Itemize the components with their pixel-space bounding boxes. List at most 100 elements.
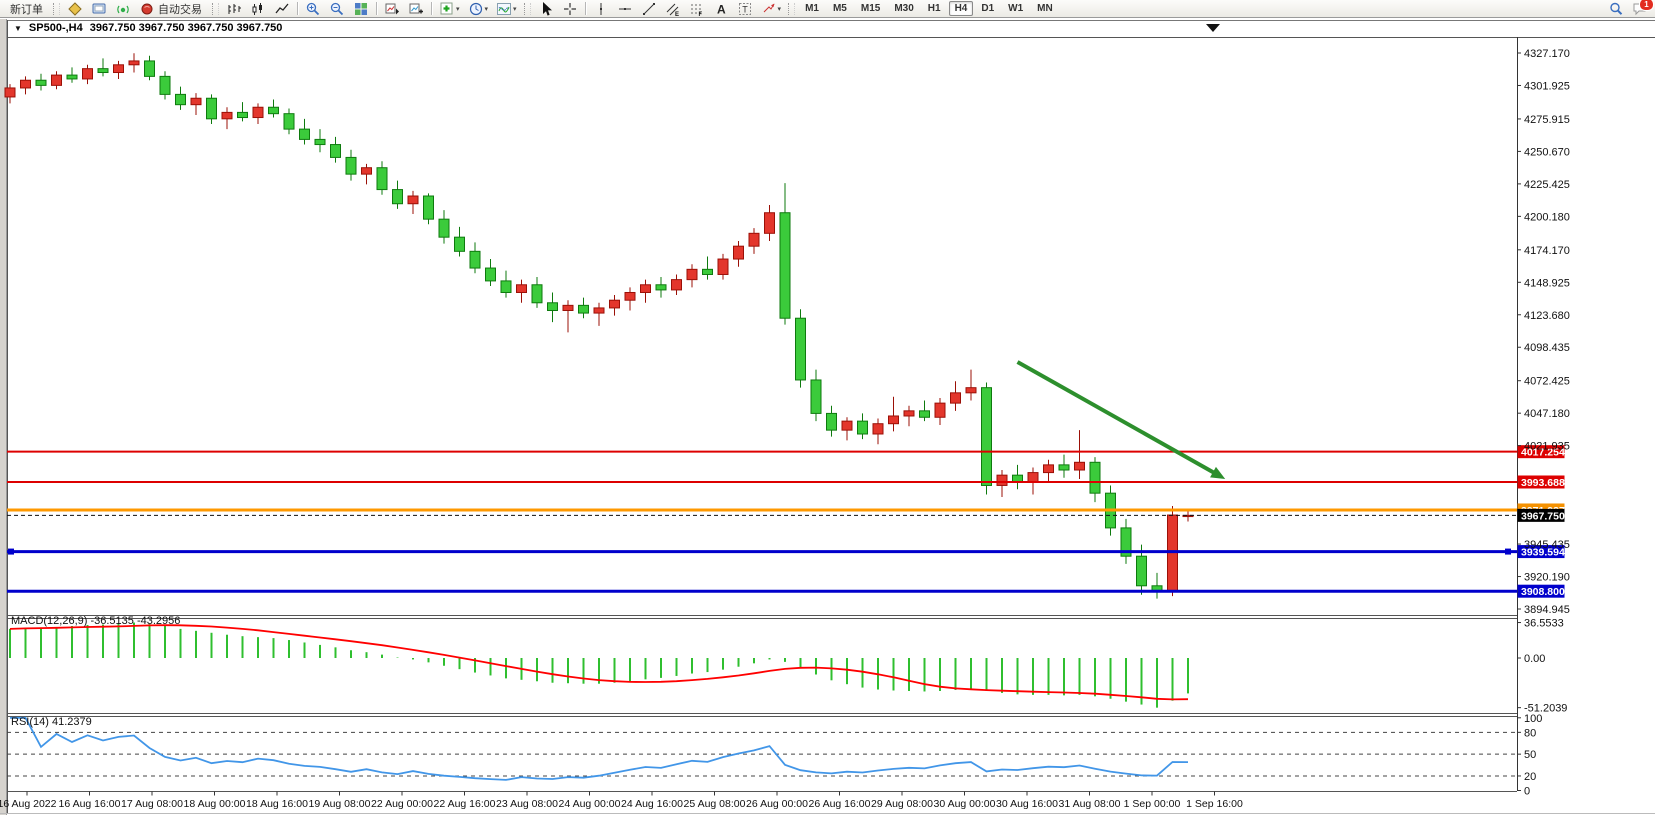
candle-body <box>779 212 791 319</box>
vertical-line-tool[interactable] <box>590 0 612 18</box>
line-chart-mode-icon[interactable] <box>271 0 293 18</box>
candle-body <box>4 87 16 98</box>
shapes-tool[interactable]: ▾ <box>758 0 785 18</box>
market-watch-icon[interactable] <box>64 0 86 18</box>
text-label-tool[interactable]: T <box>734 0 756 18</box>
horizontal-line-tool[interactable] <box>614 0 636 18</box>
cursor-tool[interactable] <box>535 0 557 18</box>
timeframe-button-m1[interactable]: M1 <box>805 3 819 14</box>
candle-body <box>66 74 78 80</box>
candle-body <box>1136 555 1147 587</box>
trend-arrow-head[interactable] <box>1210 466 1226 480</box>
time-tick-label: 17 Aug 08:00 <box>121 798 183 810</box>
price-tick-label: 4148.925 <box>1524 277 1570 289</box>
price-tick-label: 4174.170 <box>1524 245 1570 257</box>
crosshair-tool[interactable] <box>559 0 581 18</box>
trend-arrow[interactable] <box>1016 360 1218 476</box>
timeframe-button-h1[interactable]: H1 <box>927 3 941 14</box>
svg-text:T: T <box>742 4 748 14</box>
new-order-button[interactable]: 新订单 <box>4 0 49 18</box>
timeframe-button-m5[interactable]: M5 <box>832 3 847 14</box>
candle-body <box>82 68 93 80</box>
timeframe-button-d1[interactable]: D1 <box>981 3 995 14</box>
timeframe-button-w1[interactable]: W1 <box>1008 3 1024 14</box>
price-tick-label: 4200.180 <box>1524 211 1570 223</box>
new-chart-button[interactable]: ▾ <box>436 0 463 18</box>
timeframe-button-m30[interactable]: M30 <box>894 3 914 14</box>
candle-body <box>314 138 326 146</box>
chart-symbol-period: SP500-,H4 <box>28 22 83 34</box>
candle-body <box>113 64 124 74</box>
candle-body <box>1089 461 1101 494</box>
price-axis: 4327.170 4301.925 4275.915 4250.670 4225.425… <box>1517 48 1570 616</box>
candle-body <box>252 106 264 119</box>
candle-body <box>159 75 171 95</box>
indicators-button[interactable]: ▾ <box>493 0 520 18</box>
candle-body <box>361 167 372 175</box>
line-handle[interactable] <box>1505 548 1511 555</box>
dropdown-caret-icon: ▾ <box>513 5 517 13</box>
zoom-in-icon[interactable] <box>302 0 324 18</box>
profile-charts-icon[interactable] <box>405 0 427 18</box>
profile-icon[interactable] <box>381 0 403 18</box>
signals-icon[interactable] <box>112 0 134 18</box>
channel-tool[interactable]: E <box>662 0 684 18</box>
toolbar-separator <box>584 2 586 15</box>
time-tick-label: 19 Aug 08:00 <box>309 798 371 810</box>
rsi-tick-label: 80 <box>1524 727 1536 739</box>
candle-body <box>950 392 961 404</box>
rsi-tick-label: 100 <box>1524 713 1542 725</box>
new-order-button-label: 新订单 <box>10 3 43 16</box>
timeframe-button-h4[interactable]: H4 <box>948 1 974 16</box>
zoom-out-icon[interactable] <box>326 0 348 18</box>
price-tick-label: 3920.190 <box>1524 572 1570 584</box>
candle-body <box>283 113 295 130</box>
candle-body <box>810 379 822 414</box>
rsi-line <box>10 716 1189 781</box>
candle-body <box>531 284 543 304</box>
candle-body <box>128 60 140 66</box>
candle-body <box>500 280 512 293</box>
window-left-edge <box>0 19 7 815</box>
candle-body <box>795 317 806 381</box>
autoscroll-marker-icon[interactable] <box>1206 24 1220 32</box>
text-tool[interactable]: A <box>710 0 732 18</box>
candle-body <box>717 258 729 275</box>
candle-body <box>190 97 202 106</box>
time-tick-label: 23 Aug 08:00 <box>496 798 558 810</box>
candle-body <box>268 106 279 115</box>
chat-icon[interactable]: 1 <box>1629 0 1654 18</box>
toolbar-grip <box>53 2 60 15</box>
trendline-tool[interactable] <box>638 0 660 18</box>
candle-body <box>826 412 837 431</box>
candle-body <box>1120 527 1132 557</box>
auto-trading-button[interactable]: 自动交易 <box>136 0 208 18</box>
price-tick-label: 4327.170 <box>1524 48 1570 60</box>
price-line-label <box>1517 584 1565 598</box>
dropdown-caret-icon: ▾ <box>777 5 782 13</box>
chart-collapse-icon[interactable]: ▼ <box>14 23 22 33</box>
candle-body <box>35 79 47 86</box>
candlestick-mode-icon[interactable] <box>247 0 269 18</box>
candle-body <box>376 167 388 191</box>
candle-body <box>965 387 977 394</box>
bar-chart-mode-icon[interactable] <box>223 0 245 18</box>
terminal-icon[interactable] <box>88 0 110 18</box>
tile-windows-icon[interactable] <box>350 0 372 18</box>
candle-body <box>221 111 233 120</box>
toolbar: 新订单 自动交易 ▾ ▾ ▾ E F A T ▾ M1 M5 M15 M30 H1 H4 D1 W1 MN 1 <box>0 0 1655 18</box>
price-tick-label: 3945.435 <box>1524 539 1570 551</box>
line-handle[interactable] <box>8 548 14 555</box>
candle-body <box>609 299 620 309</box>
auto-trading-button-label: 自动交易 <box>158 3 202 16</box>
timeframe-button-mn[interactable]: MN <box>1037 3 1053 14</box>
fibonacci-tool[interactable]: F <box>686 0 708 18</box>
periods-button[interactable]: ▾ <box>465 0 492 18</box>
timeframe-button-m15[interactable]: M15 <box>860 3 881 14</box>
price-tick-label: 4123.680 <box>1524 310 1570 322</box>
time-tick-label: 24 Aug 00:00 <box>559 798 621 810</box>
price-tick-label: 4047.180 <box>1524 408 1570 420</box>
search-icon[interactable] <box>1605 0 1627 18</box>
